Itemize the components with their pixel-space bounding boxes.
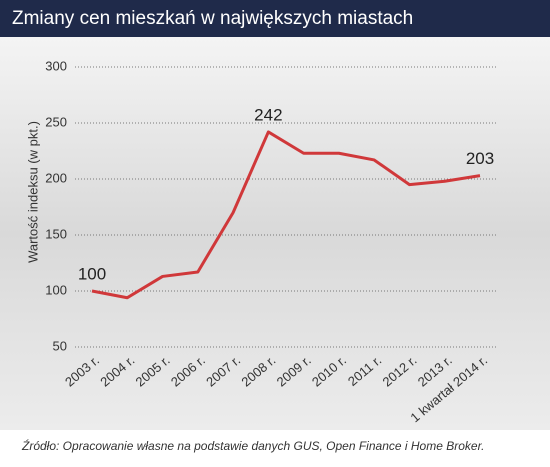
y-tick-label: 50: [53, 338, 67, 353]
y-tick-label: 250: [45, 114, 67, 129]
data-label: 242: [254, 105, 282, 124]
data-label: 100: [78, 264, 106, 283]
title-bar: [0, 0, 550, 37]
data-label: 203: [466, 149, 494, 168]
background-photo: [0, 37, 550, 430]
y-tick-label: 200: [45, 170, 67, 185]
y-tick-label: 100: [45, 282, 67, 297]
data-line: [91, 130, 481, 300]
y-tick-label: 300: [45, 58, 67, 73]
y-tick-label: 150: [45, 226, 67, 241]
source-note: Źródło: Opracowanie własne na podstawie …: [21, 438, 484, 453]
chart-title: Zmiany cen mieszkań w największych miast…: [12, 8, 413, 29]
y-axis-label: Wartość indeksu (w pkt.): [25, 121, 40, 263]
